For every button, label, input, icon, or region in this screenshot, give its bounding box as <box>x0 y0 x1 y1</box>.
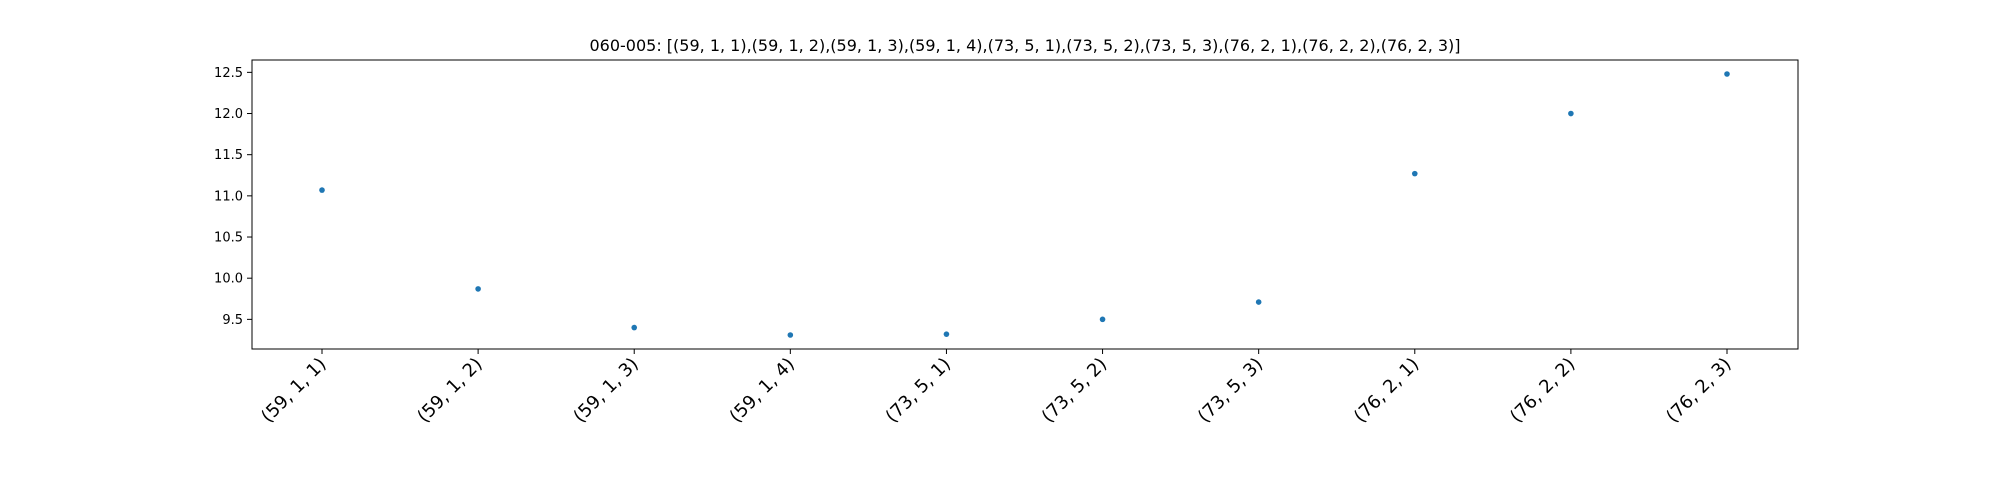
x-tick-label: (73, 5, 2) <box>1038 354 1111 427</box>
y-tick-label: 12.0 <box>214 107 243 122</box>
x-tick-label: (76, 2, 2) <box>1506 354 1579 427</box>
data-point <box>1568 110 1574 117</box>
data-point <box>1099 316 1106 323</box>
data-point <box>475 286 481 292</box>
x-tick-label: (59, 1, 4) <box>726 354 799 427</box>
y-tick-label: 12.5 <box>214 66 243 81</box>
y-tick-label: 11.0 <box>214 189 243 204</box>
chart-title: 060-005: [(59, 1, 1),(59, 1, 2),(59, 1, … <box>589 36 1460 55</box>
data-point <box>1411 170 1418 177</box>
x-tick-label: (59, 1, 2) <box>413 354 486 427</box>
x-tick-label: (59, 1, 1) <box>257 354 330 427</box>
data-point <box>943 331 950 337</box>
y-tick-label: 9.5 <box>222 313 243 328</box>
x-tick-label: (76, 2, 1) <box>1350 354 1423 427</box>
x-tick-label: (73, 5, 3) <box>1194 354 1267 427</box>
x-axis-ticks: (59, 1, 1) (59, 1, 2) (59, 1, 3) (59, 1, 4)… <box>257 349 1736 427</box>
plot-area-frame <box>251 59 1799 350</box>
data-point <box>787 332 794 338</box>
data-point <box>319 187 325 193</box>
data-point <box>631 324 638 331</box>
y-axis-ticks: 9.5 10.0 10.5 11.0 11.5 12.0 12.5 <box>214 66 252 328</box>
data-points <box>319 71 1730 338</box>
x-tick-label: (59, 1, 3) <box>569 354 642 427</box>
y-tick-label: 10.5 <box>214 231 243 246</box>
x-tick-label: (76, 2, 3) <box>1662 354 1735 427</box>
y-tick-label: 10.0 <box>214 272 243 287</box>
data-point <box>1255 299 1262 305</box>
y-tick-label: 11.5 <box>214 148 243 163</box>
x-tick-label: (73, 5, 1) <box>882 354 955 427</box>
data-point <box>1724 71 1730 77</box>
